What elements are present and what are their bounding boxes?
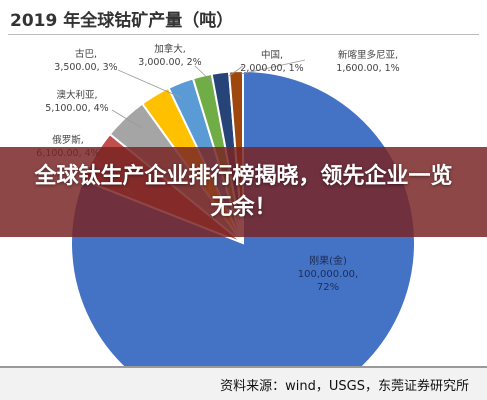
leader-line bbox=[111, 109, 143, 129]
slice-label: 加拿大, bbox=[154, 43, 186, 55]
slice-label: 中国, bbox=[261, 49, 283, 61]
slice-label: 新喀里多尼亚, bbox=[338, 49, 398, 61]
leader-line bbox=[228, 65, 244, 77]
chart-title: 2019 年全球钴矿产量（吨） bbox=[10, 11, 234, 31]
slice-label: 3,500.00, 3% bbox=[54, 62, 117, 73]
headline-text: 全球钛生产企业排行榜揭晓，领先企业一览无余！ bbox=[34, 164, 453, 220]
slice-label: 刚果(金) bbox=[309, 254, 347, 267]
title-divider bbox=[8, 34, 479, 35]
slice-label: 100,000.00, bbox=[298, 269, 358, 280]
slice-label: 俄罗斯, bbox=[52, 134, 84, 146]
slice-label: 5,100.00, 4% bbox=[45, 103, 108, 114]
slice-label: 72% bbox=[317, 282, 339, 293]
leader-line bbox=[117, 69, 183, 99]
slice-label: 2,000.00, 1% bbox=[240, 63, 303, 74]
source-note: 资料来源：wind，USGS，东莞证券研究所 bbox=[220, 379, 469, 394]
headline-banner: 全球钛生产企业排行榜揭晓，领先企业一览无余！ bbox=[0, 147, 487, 237]
slice-label: 1,600.00, 1% bbox=[336, 63, 399, 74]
leader-line bbox=[194, 65, 213, 83]
slice-label: 古巴, bbox=[75, 48, 97, 60]
slice-label: 澳大利亚, bbox=[56, 89, 97, 101]
source-bar: 资料来源：wind，USGS，东莞证券研究所 bbox=[0, 366, 487, 400]
leader-line bbox=[240, 59, 306, 75]
slice-label: 3,000.00, 2% bbox=[138, 57, 201, 68]
